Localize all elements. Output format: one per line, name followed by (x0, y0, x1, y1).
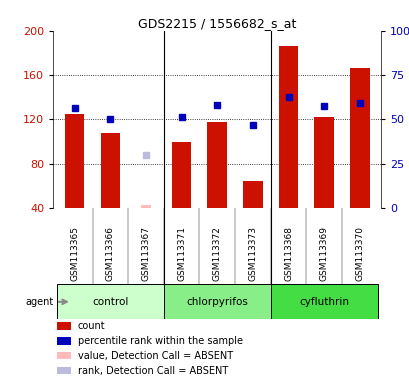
Text: GSM113368: GSM113368 (283, 225, 292, 281)
Text: rank, Detection Call = ABSENT: rank, Detection Call = ABSENT (78, 366, 227, 376)
Text: chlorpyrifos: chlorpyrifos (186, 297, 247, 307)
Bar (56, 367, 71, 374)
Text: GSM113369: GSM113369 (319, 225, 328, 281)
Text: percentile rank within the sample: percentile rank within the sample (78, 336, 242, 346)
Bar (141, 205, 151, 208)
Text: count: count (78, 321, 105, 331)
Text: agent: agent (26, 297, 54, 307)
Bar (65, 114, 84, 208)
Text: value, Detection Call = ABSENT: value, Detection Call = ABSENT (78, 351, 232, 361)
Text: cyfluthrin: cyfluthrin (299, 297, 348, 307)
Text: GSM113373: GSM113373 (248, 225, 257, 281)
Bar (278, 46, 298, 208)
Text: GSM113365: GSM113365 (70, 225, 79, 281)
Text: GSM113366: GSM113366 (106, 225, 115, 281)
Bar (349, 68, 369, 208)
Bar (56, 337, 71, 345)
Text: control: control (92, 297, 128, 307)
Text: GSM113372: GSM113372 (212, 226, 221, 281)
Bar (56, 323, 71, 330)
Title: GDS2215 / 1556682_s_at: GDS2215 / 1556682_s_at (138, 17, 296, 30)
Bar (270, 285, 377, 319)
Bar (56, 352, 71, 359)
Bar (243, 180, 262, 208)
Bar (100, 133, 120, 208)
Bar (207, 122, 227, 208)
Bar (314, 117, 333, 208)
Bar (171, 142, 191, 208)
Bar (164, 285, 270, 319)
Text: GSM113370: GSM113370 (355, 225, 364, 281)
Bar (57, 285, 164, 319)
Text: GSM113371: GSM113371 (177, 225, 186, 281)
Text: GSM113367: GSM113367 (141, 225, 150, 281)
